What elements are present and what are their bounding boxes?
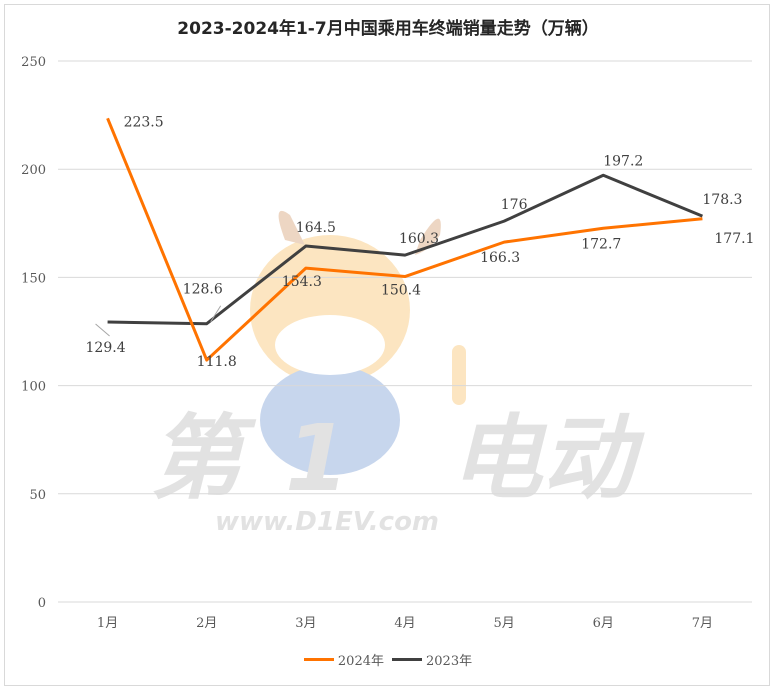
y-tick-label: 0: [38, 596, 46, 611]
legend-swatch: [303, 658, 334, 661]
data-label: 154.3: [282, 274, 322, 290]
chart-frame: [4, 4, 770, 686]
data-label: 129.4: [86, 340, 126, 356]
x-tick-label: 1月: [97, 616, 118, 631]
legend-item: 2024年: [303, 650, 384, 669]
data-label: 150.4: [381, 283, 421, 299]
x-tick-label: 5月: [494, 616, 515, 631]
x-tick-label: 2月: [196, 616, 217, 631]
data-label: 178.3: [702, 192, 742, 208]
data-label: 223.5: [124, 114, 164, 130]
legend-label: 2024年: [337, 654, 384, 669]
y-tick-label: 200: [21, 163, 46, 178]
data-label: 172.7: [581, 236, 621, 252]
x-tick-label: 4月: [394, 616, 415, 631]
legend-item: 2023年: [392, 650, 472, 669]
data-label: 164.5: [296, 220, 336, 236]
svg-text:电动: 电动: [450, 405, 645, 512]
data-label: 111.8: [197, 354, 237, 370]
chart-title: 2023-2024年1-7月中国乘用车终端销量走势（万辆）: [177, 19, 599, 39]
y-tick-label: 250: [21, 55, 46, 70]
legend: 2024年 2023年: [0, 650, 776, 669]
series-line-0: [106, 117, 703, 362]
data-label: 177.1: [714, 231, 754, 247]
legend-swatch: [392, 658, 422, 661]
data-label: 197.2: [603, 153, 643, 169]
x-tick-label: 6月: [593, 616, 614, 631]
data-label: 166.3: [480, 250, 520, 266]
svg-text:第: 第: [150, 405, 257, 512]
svg-text:1: 1: [285, 405, 349, 512]
data-label: 128.6: [183, 282, 223, 298]
svg-text:www.D1EV.com: www.D1EV.com: [215, 507, 439, 537]
label-leader-line: [210, 305, 222, 322]
data-label: 160.3: [399, 231, 439, 247]
series-line-1: [107, 173, 704, 326]
y-tick-label: 150: [21, 271, 46, 286]
label-leader-line: [95, 323, 110, 337]
watermark-logo: 第 1 电动 www.D1EV.com: [150, 210, 645, 537]
y-tick-label: 50: [29, 488, 46, 503]
y-tick-label: 100: [21, 380, 46, 395]
x-tick-label: 7月: [692, 616, 713, 631]
legend-label: 2023年: [426, 654, 473, 669]
x-tick-label: 3月: [295, 616, 316, 631]
data-label: 176: [501, 197, 528, 213]
